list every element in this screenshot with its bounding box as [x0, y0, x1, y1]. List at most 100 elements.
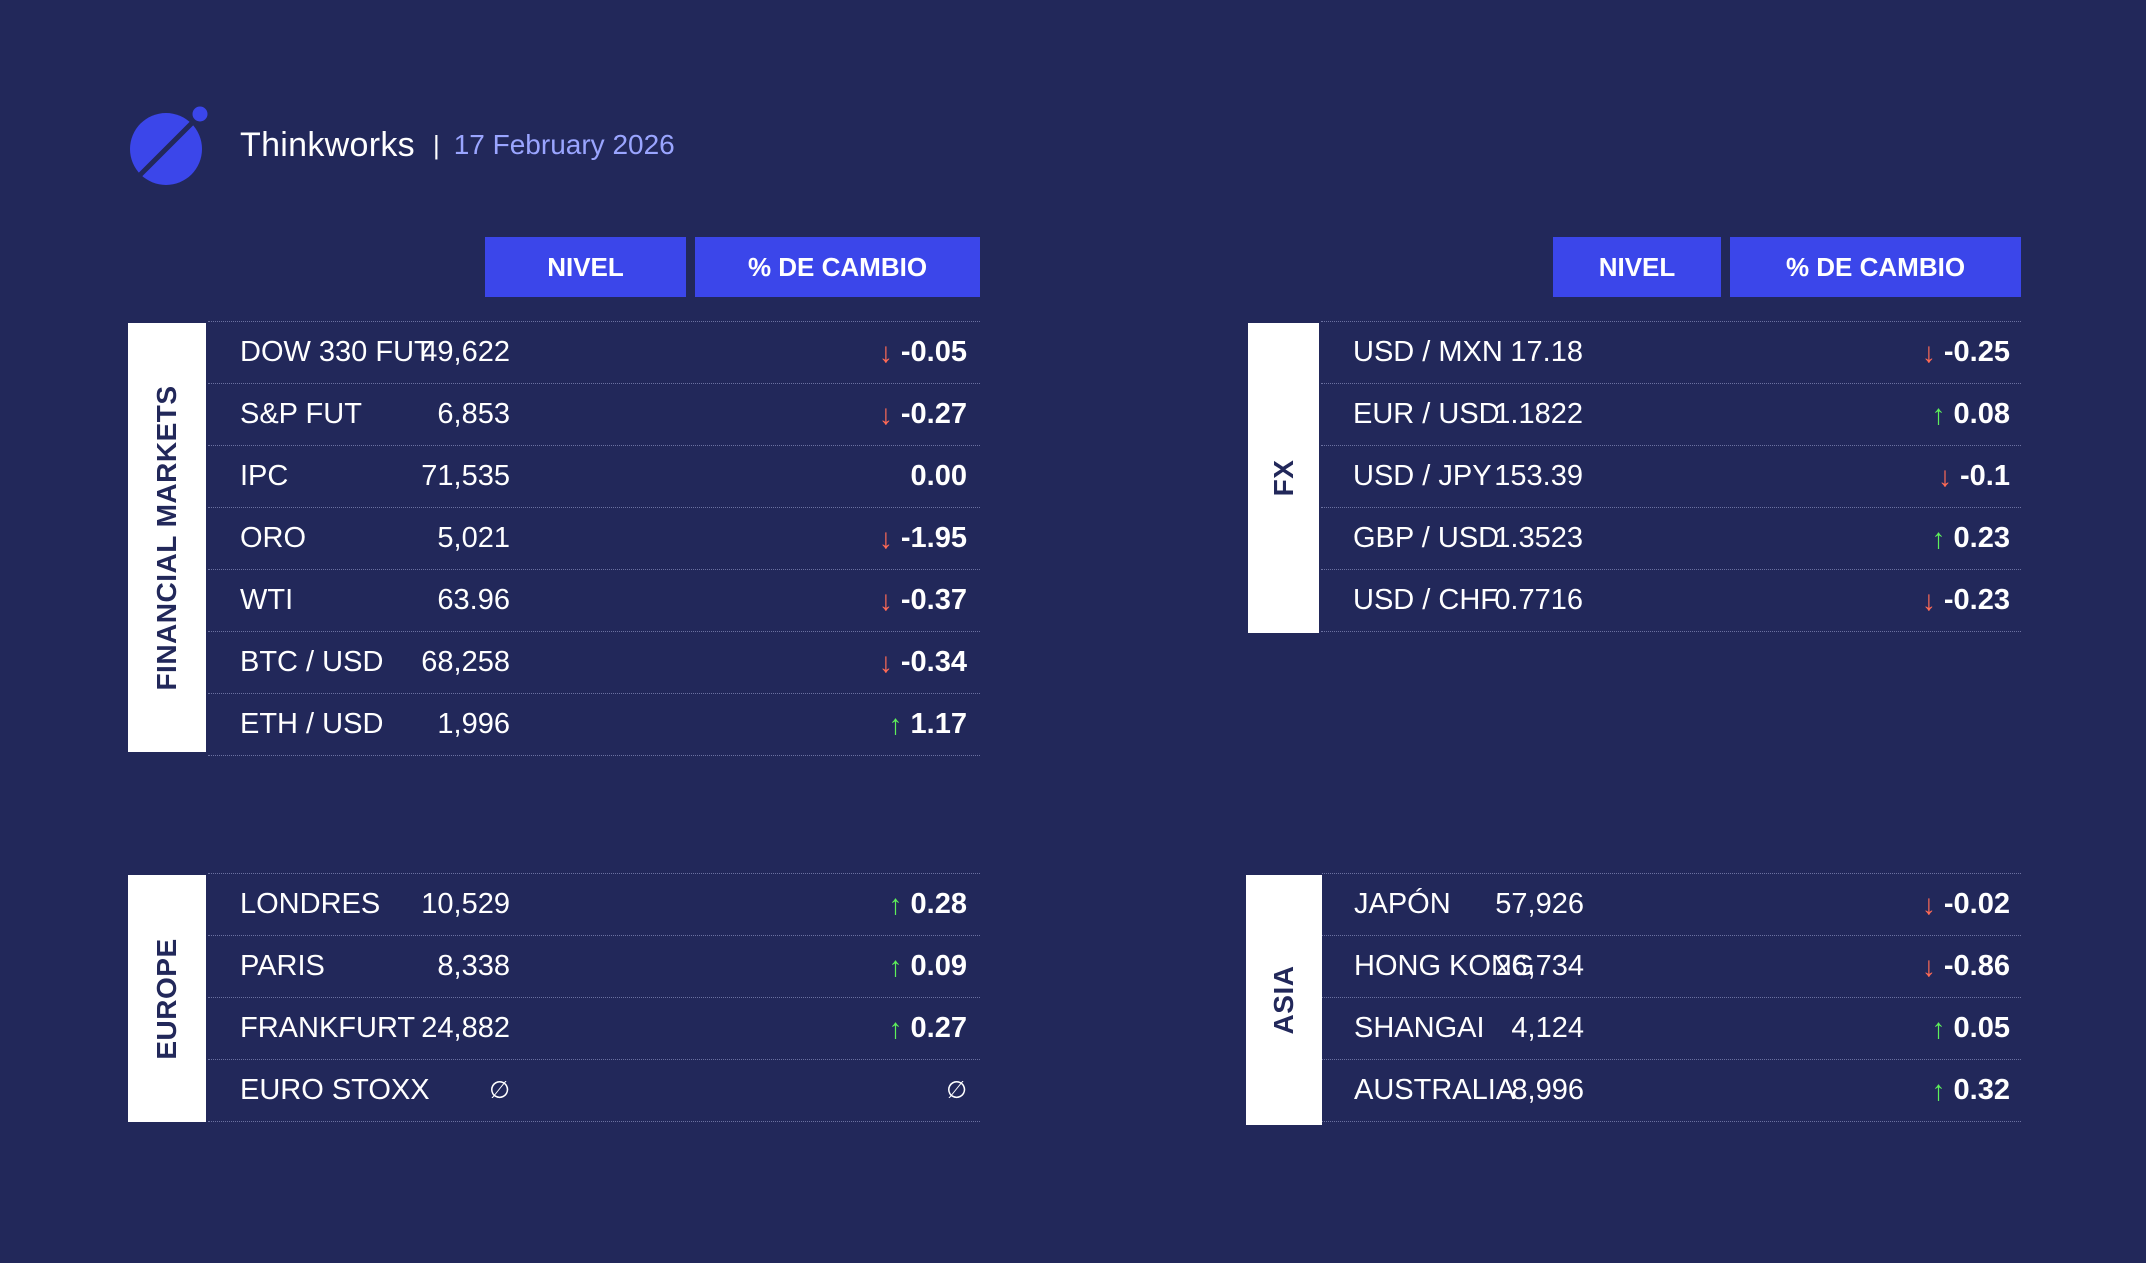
change-value: -0.25	[1943, 336, 2010, 368]
change-cell: ↑ 0.32	[1932, 1060, 2010, 1121]
level-value: 68,258	[421, 646, 510, 678]
arrow-down-icon: ↓	[878, 646, 893, 678]
change-value: ∅	[946, 1077, 967, 1104]
change-cell: ↑ 0.05	[1932, 998, 2010, 1059]
change-cell: ↑ 0.27	[889, 998, 967, 1059]
level-value: 1,996	[437, 708, 510, 740]
asia-table: JAPÓN 57,926 ↓ -0.02 HONG KONG 26,734 ↓ -0.86 SH…	[1322, 873, 2021, 1122]
change-value: -0.23	[1943, 584, 2010, 616]
table-row: BTC / USD 68,258 ↓ -0.34	[208, 632, 980, 694]
europe-table: LONDRES 10,529 ↑ 0.28 PARIS 8,338 ↑ 0.09 FRANKFU…	[208, 873, 980, 1122]
instrument-name: GBP / USD	[1353, 522, 1500, 554]
fx-level-header: NIVEL	[1553, 237, 1721, 297]
level-value: 1.3523	[1494, 522, 1583, 554]
level-value: 63.96	[437, 584, 510, 616]
level-value: 8,996	[1511, 1074, 1584, 1106]
table-row: IPC 71,535 0.00	[208, 446, 980, 508]
header-date: 17 February 2026	[453, 129, 675, 160]
brand-name: Thinkworks	[240, 125, 415, 164]
europe-section-label: EUROPE	[128, 875, 206, 1122]
asia-section-label: ASIA	[1246, 875, 1322, 1125]
table-row: EURO STOXX ∅ ∅	[208, 1060, 980, 1122]
instrument-name: WTI	[240, 584, 294, 616]
change-cell: ↓ -0.27	[879, 384, 967, 445]
level-value: 71,535	[421, 460, 510, 492]
change-value: 0.32	[1953, 1074, 2010, 1106]
table-row: JAPÓN 57,926 ↓ -0.02	[1322, 874, 2021, 936]
level-value: 0.7716	[1494, 584, 1583, 616]
arrow-up-icon: ↑	[888, 888, 903, 920]
financial-markets-table: DOW 330 FUT 49,622 ↓ -0.05 S&P FUT 6,853 ↓ -0.2…	[208, 321, 980, 756]
table-row: PARIS 8,338 ↑ 0.09	[208, 936, 980, 998]
instrument-name: S&P FUT	[240, 398, 362, 430]
instrument-name: USD / JPY	[1353, 460, 1492, 492]
table-row: USD / JPY 153.39 ↓ -0.1	[1321, 446, 2021, 508]
fx-section-label: FX	[1248, 323, 1319, 633]
change-value: 0.05	[1953, 1012, 2010, 1044]
instrument-name: HONG KONG	[1354, 950, 1535, 982]
change-cell: ↓ -0.1	[1938, 446, 2010, 507]
change-cell: ↓ -1.95	[879, 508, 967, 569]
arrow-up-icon: ↑	[888, 950, 903, 982]
change-value: 0.09	[910, 950, 967, 982]
table-row: ORO 5,021 ↓ -1.95	[208, 508, 980, 570]
table-row: LONDRES 10,529 ↑ 0.28	[208, 874, 980, 936]
arrow-down-icon: ↓	[1921, 950, 1936, 982]
change-value: 0.08	[1953, 398, 2010, 430]
change-cell: ↑ 0.08	[1932, 384, 2010, 445]
instrument-name: ORO	[240, 522, 307, 554]
change-value: -0.37	[900, 584, 967, 616]
change-value: 0.27	[910, 1012, 967, 1044]
arrow-down-icon: ↓	[878, 398, 893, 430]
level-value: 6,853	[437, 398, 510, 430]
table-row: HONG KONG 26,734 ↓ -0.86	[1322, 936, 2021, 998]
instrument-name: EURO STOXX	[240, 1074, 430, 1106]
financial-change-header: % DE CAMBIO	[695, 237, 980, 297]
asia-label-text: ASIA	[1268, 965, 1299, 1035]
change-cell: ↑ 1.17	[889, 694, 967, 755]
change-cell: ↑ 0.09	[889, 936, 967, 997]
arrow-down-icon: ↓	[1921, 584, 1936, 616]
table-row: EUR / USD 1.1822 ↑ 0.08	[1321, 384, 2021, 446]
table-row: S&P FUT 6,853 ↓ -0.27	[208, 384, 980, 446]
arrow-down-icon: ↓	[1921, 888, 1936, 920]
arrow-up-icon: ↑	[888, 1012, 903, 1044]
arrow-up-icon: ↑	[1931, 1012, 1946, 1044]
level-value: 8,338	[437, 950, 510, 982]
page-header: Thinkworks | 17 February 2026	[128, 103, 675, 185]
header-separator: |	[432, 129, 440, 160]
arrow-up-icon: ↑	[1931, 522, 1946, 554]
instrument-name: SHANGAI	[1354, 1012, 1485, 1044]
instrument-name: LONDRES	[240, 888, 381, 920]
change-cell: ∅	[946, 1060, 967, 1121]
change-cell: ↑ 0.28	[889, 874, 967, 935]
level-value: 26,734	[1495, 950, 1584, 982]
change-value: 0.00	[910, 460, 967, 492]
instrument-name: IPC	[240, 460, 289, 492]
table-row: FRANKFURT 24,882 ↑ 0.27	[208, 998, 980, 1060]
level-value: 24,882	[421, 1012, 510, 1044]
level-value: 1.1822	[1494, 398, 1583, 430]
change-value: -0.86	[1943, 950, 2010, 982]
planet-logo-icon	[128, 103, 211, 185]
table-row: ETH / USD 1,996 ↑ 1.17	[208, 694, 980, 756]
change-cell: ↓ -0.34	[879, 632, 967, 693]
instrument-name: FRANKFURT	[240, 1012, 416, 1044]
instrument-name: ETH / USD	[240, 708, 384, 740]
fx-table: USD / MXN 17.18 ↓ -0.25 EUR / USD 1.1822 ↑ 0.08…	[1321, 321, 2021, 632]
change-cell: ↓ -0.86	[1922, 936, 2010, 997]
table-row: WTI 63.96 ↓ -0.37	[208, 570, 980, 632]
level-value: 10,529	[421, 888, 510, 920]
arrow-down-icon: ↓	[878, 522, 893, 554]
change-cell: ↓ -0.02	[1922, 874, 2010, 935]
table-row: USD / CHF 0.7716 ↓ -0.23	[1321, 570, 2021, 632]
instrument-name: EUR / USD	[1353, 398, 1500, 430]
change-cell: ↓ -0.37	[879, 570, 967, 631]
financial-markets-label-text: FINANCIAL MARKETS	[151, 384, 182, 691]
change-value: -0.34	[900, 646, 967, 678]
arrow-down-icon: ↓	[1938, 460, 1953, 492]
financial-markets-section-label: FINANCIAL MARKETS	[128, 323, 206, 752]
level-value: 5,021	[437, 522, 510, 554]
table-row: GBP / USD 1.3523 ↑ 0.23	[1321, 508, 2021, 570]
arrow-down-icon: ↓	[878, 584, 893, 616]
